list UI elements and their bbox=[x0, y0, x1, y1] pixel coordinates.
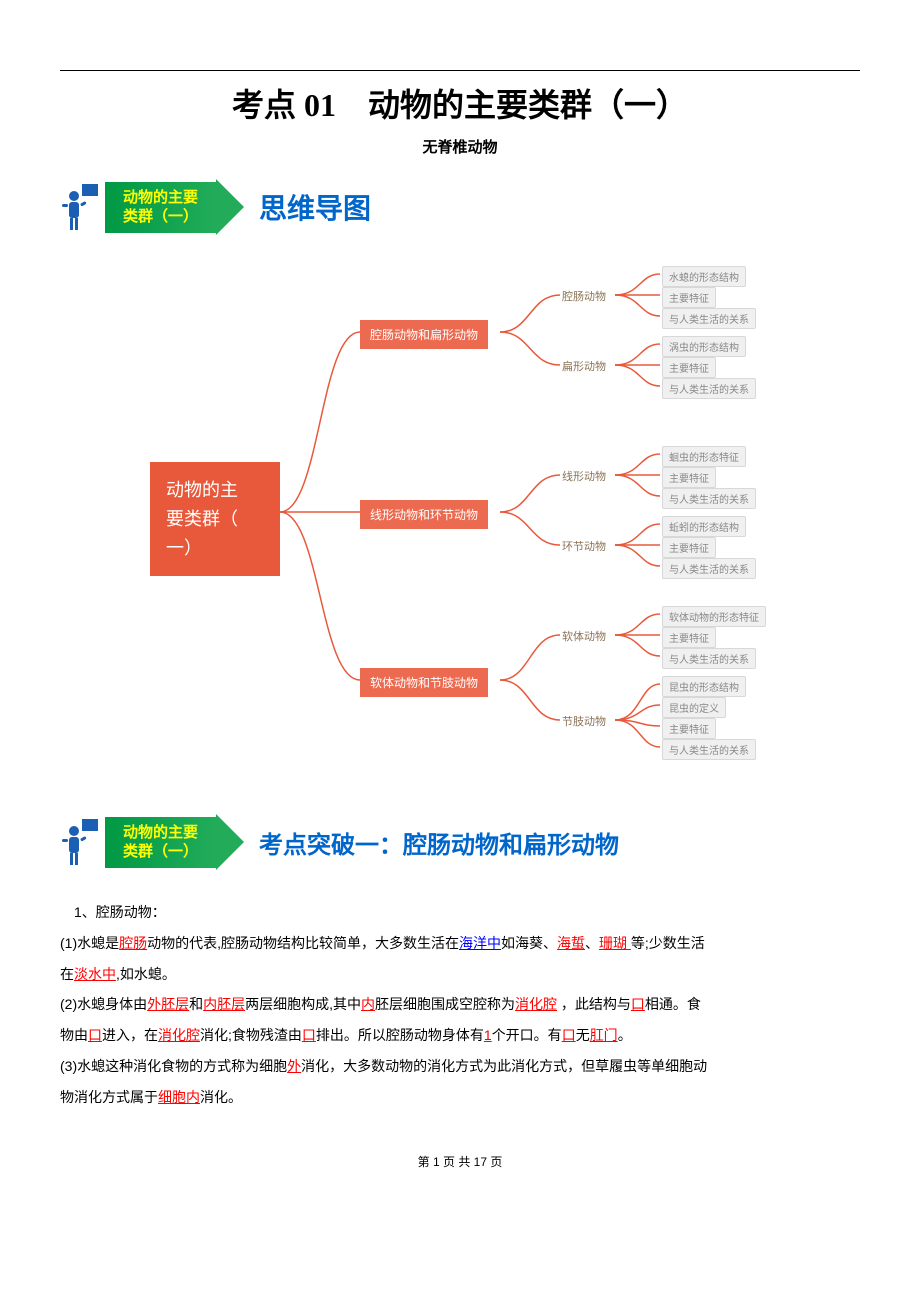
mindmap-leaf: 涡虫的形态结构 bbox=[662, 336, 746, 357]
section-header-breakthrough: 动物的主要类群（一） 考点突破一：腔肠动物和扁形动物 bbox=[60, 812, 860, 872]
page-title: 考点 01 动物的主要类群（一） bbox=[60, 80, 860, 126]
mindmap-leaf: 与人类生活的关系 bbox=[662, 488, 756, 509]
mindmap-leaf: 水螅的形态结构 bbox=[662, 266, 746, 287]
tag-line1: 动物的主要 bbox=[123, 824, 198, 841]
section-tag-box: 动物的主要类群（一） bbox=[105, 817, 216, 868]
content-p2: (2)水螅身体由外胚层和内胚层两层细胞构成,其中内胚层细胞围成空腔称为消化腔 ，… bbox=[60, 989, 860, 1020]
mindmap-l3-label: 线形动物 bbox=[562, 468, 606, 484]
section-title: 考点突破一：腔肠动物和扁形动物 bbox=[259, 825, 619, 860]
content-p2-cont: 物由口进入，在消化腔消化;食物残渣由口排出。所以腔肠动物身体有1个开口。有口无肛… bbox=[60, 1020, 860, 1051]
arrow-icon bbox=[216, 179, 244, 235]
section-header-mindmap: 动物的主要类群（一） 思维导图 bbox=[60, 177, 860, 237]
mindmap-leaf: 软体动物的形态特征 bbox=[662, 606, 766, 627]
mindmap-leaf: 主要特征 bbox=[662, 357, 716, 378]
person-presenter-icon bbox=[60, 817, 100, 867]
mindmap-leaf: 主要特征 bbox=[662, 718, 716, 739]
mindmap-l2-node: 线形动物和环节动物 bbox=[360, 500, 488, 529]
mindmap-leaf: 主要特征 bbox=[662, 537, 716, 558]
mindmap-leaf: 与人类生活的关系 bbox=[662, 378, 756, 399]
content-p1-cont: 在淡水中,如水螅。 bbox=[60, 959, 860, 990]
content-p1: (1)水螅是腔肠动物的代表,腔肠动物结构比较简单，大多数生活在海洋中如海葵、海蜇… bbox=[60, 928, 860, 959]
tag-line2: 类群（一） bbox=[123, 208, 198, 225]
arrow-icon bbox=[216, 814, 244, 870]
content-p3: (3)水螅这种消化食物的方式称为细胞外消化，大多数动物的消化方式为此消化方式，但… bbox=[60, 1051, 860, 1082]
mindmap-l2-node: 软体动物和节肢动物 bbox=[360, 668, 488, 697]
page-subtitle: 无脊椎动物 bbox=[60, 136, 860, 157]
page-footer: 第 1 页 共 17 页 bbox=[60, 1153, 860, 1170]
content-p3-cont: 物消化方式属于细胞内消化。 bbox=[60, 1082, 860, 1113]
mindmap-leaf: 主要特征 bbox=[662, 627, 716, 648]
tag-line1: 动物的主要 bbox=[123, 189, 198, 206]
content-heading: 1、腔肠动物： bbox=[60, 897, 860, 928]
mindmap-l2-node: 腔肠动物和扁形动物 bbox=[360, 320, 488, 349]
mindmap-leaf: 昆虫的定义 bbox=[662, 697, 726, 718]
mindmap-l3-label: 腔肠动物 bbox=[562, 288, 606, 304]
top-divider bbox=[60, 70, 860, 71]
mindmap-leaf: 蚯蚓的形态结构 bbox=[662, 516, 746, 537]
mindmap-leaf: 与人类生活的关系 bbox=[662, 739, 756, 760]
mindmap-l3-label: 环节动物 bbox=[562, 538, 606, 554]
tag-line2: 类群（一） bbox=[123, 843, 198, 860]
mindmap-leaf: 与人类生活的关系 bbox=[662, 558, 756, 579]
section-title: 思维导图 bbox=[259, 187, 371, 227]
content-body: 1、腔肠动物： (1)水螅是腔肠动物的代表,腔肠动物结构比较简单，大多数生活在海… bbox=[60, 897, 860, 1113]
mindmap-root: 动物的主 要类群（ 一） bbox=[150, 462, 280, 576]
person-presenter-icon bbox=[60, 182, 100, 232]
mindmap-l3-label: 扁形动物 bbox=[562, 358, 606, 374]
mindmap-leaf: 与人类生活的关系 bbox=[662, 308, 756, 329]
mindmap-leaf: 与人类生活的关系 bbox=[662, 648, 756, 669]
mindmap-leaf: 主要特征 bbox=[662, 467, 716, 488]
mindmap-leaf: 昆虫的形态结构 bbox=[662, 676, 746, 697]
mindmap-leaf: 主要特征 bbox=[662, 287, 716, 308]
mindmap: 动物的主 要类群（ 一） 腔肠动物和扁形动物 线形动物和环节动物 软体动物和节肢… bbox=[150, 262, 860, 772]
mindmap-l3-label: 节肢动物 bbox=[562, 713, 606, 729]
section-tag-box: 动物的主要类群（一） bbox=[105, 182, 216, 233]
mindmap-leaf: 蛔虫的形态特征 bbox=[662, 446, 746, 467]
mindmap-l3-label: 软体动物 bbox=[562, 628, 606, 644]
